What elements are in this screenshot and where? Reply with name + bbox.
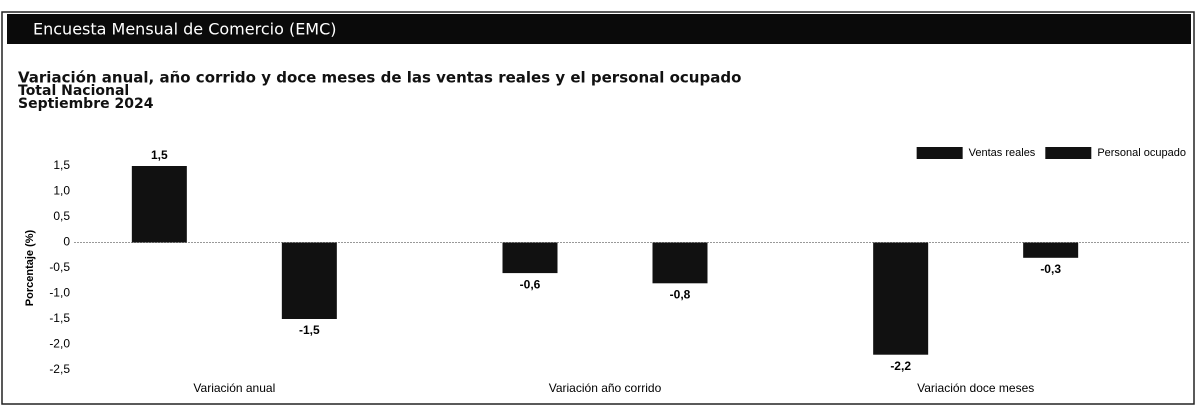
header-title: Encuesta Mensual de Comercio (EMC) — [33, 20, 337, 39]
y-tick-label: -2,0 — [49, 337, 70, 351]
y-tick-label: 1,0 — [53, 184, 70, 198]
y-tick-label: -1,0 — [49, 286, 70, 300]
chart-subtitle: Septiembre 2024 — [18, 96, 154, 112]
value-label: -2,2 — [890, 359, 911, 373]
bar — [502, 242, 558, 274]
header-bar — [7, 14, 1191, 44]
y-tick-label: 1,5 — [53, 158, 70, 172]
bar — [281, 242, 337, 319]
chart-title: Variación anual, año corrido y doce mese… — [18, 69, 741, 87]
y-tick-label: 0,5 — [53, 209, 70, 223]
y-tick-label: -0,5 — [49, 260, 70, 274]
x-tick-label: Variación año corrido — [549, 381, 662, 395]
value-label: -0,3 — [1040, 262, 1061, 276]
value-label: -0,8 — [670, 287, 691, 301]
y-axis-label: Porcentaje (%) — [24, 229, 36, 306]
bar — [131, 166, 187, 243]
y-tick-label: -1,5 — [49, 311, 70, 325]
y-tick-label: 0 — [63, 235, 70, 249]
legend-label: Personal ocupado — [1097, 147, 1186, 159]
legend-swatch — [1045, 147, 1092, 159]
x-tick-label: Variación doce meses — [917, 381, 1034, 395]
value-label: 1,5 — [151, 148, 168, 162]
legend-swatch — [916, 147, 963, 159]
legend-label: Ventas reales — [969, 147, 1036, 159]
bar — [652, 242, 708, 284]
y-tick-label: -2,5 — [49, 362, 70, 376]
chart-subtitle: Total Nacional — [18, 83, 129, 99]
value-label: -1,5 — [299, 323, 320, 337]
x-tick-label: Variación anual — [193, 381, 275, 395]
value-label: -0,6 — [520, 277, 541, 291]
bar — [873, 242, 929, 355]
bar — [1023, 242, 1079, 258]
frame — [1, 11, 1195, 405]
